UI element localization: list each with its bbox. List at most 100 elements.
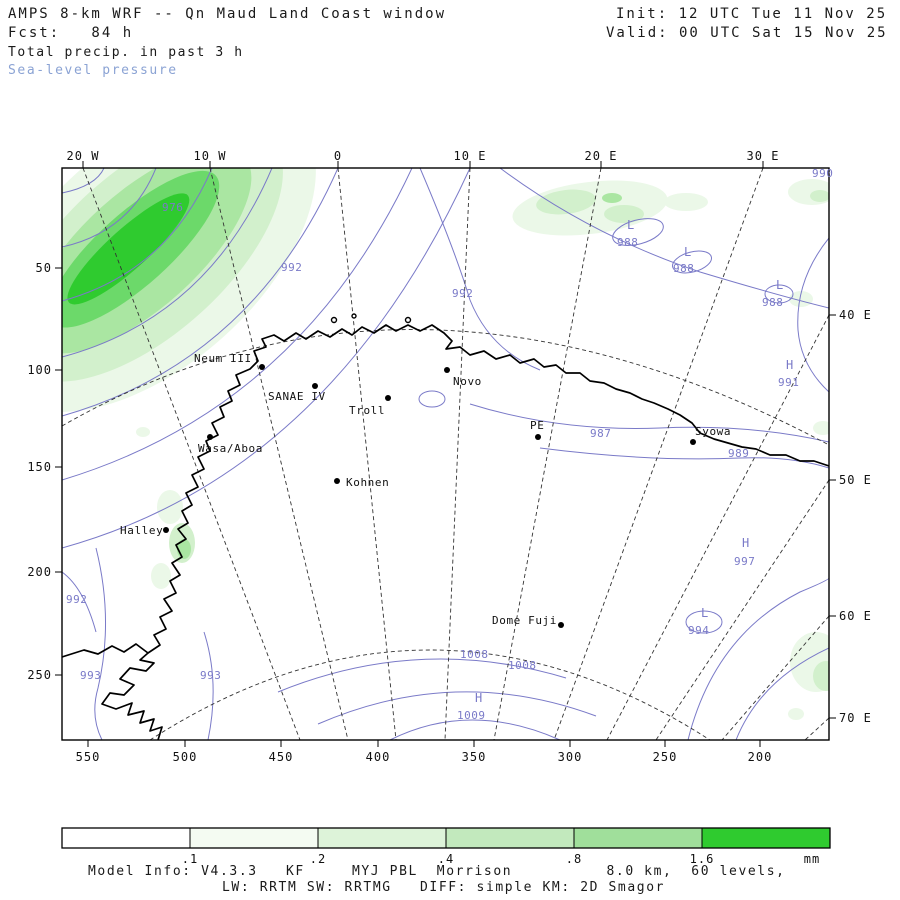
axis-label: 350	[462, 750, 487, 764]
pressure-label: 988	[762, 296, 783, 309]
station-dot	[690, 439, 696, 445]
pressure-label: 1008	[508, 659, 537, 672]
axis-label: 10 E	[454, 149, 487, 163]
pressure-label: 992	[452, 287, 473, 300]
axis-label: 40 E	[839, 308, 872, 322]
coastline	[62, 313, 829, 740]
axis-label: 70 E	[839, 711, 872, 725]
colorbar-tick: .4	[438, 852, 454, 866]
station-label: Syowa	[695, 425, 731, 438]
station-dot	[207, 434, 213, 440]
colorbar-segment	[445, 827, 575, 849]
pressure-label: 992	[281, 261, 302, 274]
pressure-label: 976	[162, 201, 183, 214]
colorbar-tick: .8	[566, 852, 582, 866]
field-precip: Total precip. in past 3 h	[8, 45, 244, 60]
axis-label: 0	[334, 149, 342, 163]
axis-label: 50	[36, 261, 52, 275]
pressure-label: 987	[590, 427, 611, 440]
pressure-label: 1009	[457, 709, 486, 722]
high-marker: H	[475, 691, 483, 705]
pressure-label: 1008	[460, 648, 489, 661]
pressure-label: 991	[778, 376, 799, 389]
graticule	[62, 168, 829, 740]
pressure-value-labels: 976 992 992 L 988 L 988 L 988 H 991 987 …	[66, 167, 833, 722]
colorbar-border	[61, 827, 831, 849]
station-dot	[535, 434, 541, 440]
high-marker: H	[742, 536, 750, 550]
station-troll: Troll	[349, 395, 391, 417]
station-wasa-aboa: Wasa/Aboa	[198, 434, 262, 455]
pressure-label: 989	[728, 447, 749, 460]
station-dot	[558, 622, 564, 628]
pressure-label: 992	[66, 593, 87, 606]
station-novo: Novo	[444, 367, 482, 388]
pressure-label: 997	[734, 555, 755, 568]
colorbar-segment	[189, 827, 319, 849]
axis-label: 200	[748, 750, 773, 764]
model-info-line1: Model Info: V4.3.3 KF MYJ PBL Morrison 8…	[88, 864, 786, 879]
station-label: PE	[530, 419, 544, 432]
station-neum-iii: Neum III	[194, 352, 265, 370]
colorbar-segment	[61, 827, 191, 849]
field-pressure: Sea-level pressure	[8, 63, 178, 78]
station-dot	[163, 527, 169, 533]
station-label: Halley	[120, 524, 163, 537]
colorbar: .1 .2 .4 .8 1.6 mm	[61, 827, 831, 866]
forecast-hour: Fcst: 84 h	[8, 25, 134, 41]
axis-label: 60 E	[839, 609, 872, 623]
pressure-contours	[62, 168, 829, 740]
pressure-label: 988	[673, 262, 694, 275]
colorbar-segment	[317, 827, 447, 849]
colorbar-tick: 1.6	[690, 852, 715, 866]
pressure-label: 993	[200, 669, 221, 682]
station-label: Troll	[349, 404, 385, 417]
map-frame	[55, 161, 836, 747]
colorbar-segment	[573, 827, 703, 849]
axis-label: 150	[27, 460, 52, 474]
axis-label: 50 E	[839, 473, 872, 487]
station-pe: PE	[530, 419, 544, 440]
station-dot	[334, 478, 340, 484]
axis-label: 10 W	[194, 149, 227, 163]
station-kohnen: Kohnen	[334, 476, 389, 489]
pressure-label: 994	[688, 624, 709, 637]
station-dome-fuji: Dome Fuji	[492, 614, 564, 628]
stations: Neum III SANAE IV Troll Novo PE Syowa Wa…	[120, 352, 731, 628]
colorbar-segment	[701, 827, 831, 849]
station-dot	[385, 395, 391, 401]
init-time: Init: 12 UTC Tue 11 Nov 25	[616, 6, 888, 22]
colorbar-tick: .1	[182, 852, 198, 866]
station-halley: Halley	[120, 524, 169, 537]
station-sanae-iv: SANAE IV	[268, 383, 326, 403]
station-syowa: Syowa	[690, 425, 731, 445]
axis-labels: 20 W 10 W 0 10 E 20 E 30 E 50 100 150 20…	[27, 149, 872, 764]
station-label: Novo	[453, 375, 482, 388]
station-dot	[259, 364, 265, 370]
pressure-label: 988	[617, 236, 638, 249]
low-marker: L	[776, 278, 784, 292]
page-title: AMPS 8-km WRF -- Qn Maud Land Coast wind…	[8, 6, 447, 22]
axis-label: 300	[558, 750, 583, 764]
axis-label: 450	[269, 750, 294, 764]
axis-label: 550	[76, 750, 101, 764]
station-dot	[312, 383, 318, 389]
axis-label: 20 E	[585, 149, 618, 163]
axis-label: 250	[27, 668, 52, 682]
axis-label: 100	[27, 363, 52, 377]
station-label: SANAE IV	[268, 390, 326, 403]
axis-label: 30 E	[747, 149, 780, 163]
pressure-label: 993	[80, 669, 101, 682]
valid-time: Valid: 00 UTC Sat 15 Nov 25	[606, 25, 888, 41]
high-marker: H	[786, 358, 794, 372]
low-marker: L	[627, 218, 635, 232]
precip-shading	[62, 168, 829, 720]
station-dot	[444, 367, 450, 373]
station-label: Kohnen	[346, 476, 389, 489]
low-marker: L	[684, 245, 692, 259]
axis-label: 400	[366, 750, 391, 764]
axis-label: 200	[27, 565, 52, 579]
station-label: Dome Fuji	[492, 614, 557, 627]
